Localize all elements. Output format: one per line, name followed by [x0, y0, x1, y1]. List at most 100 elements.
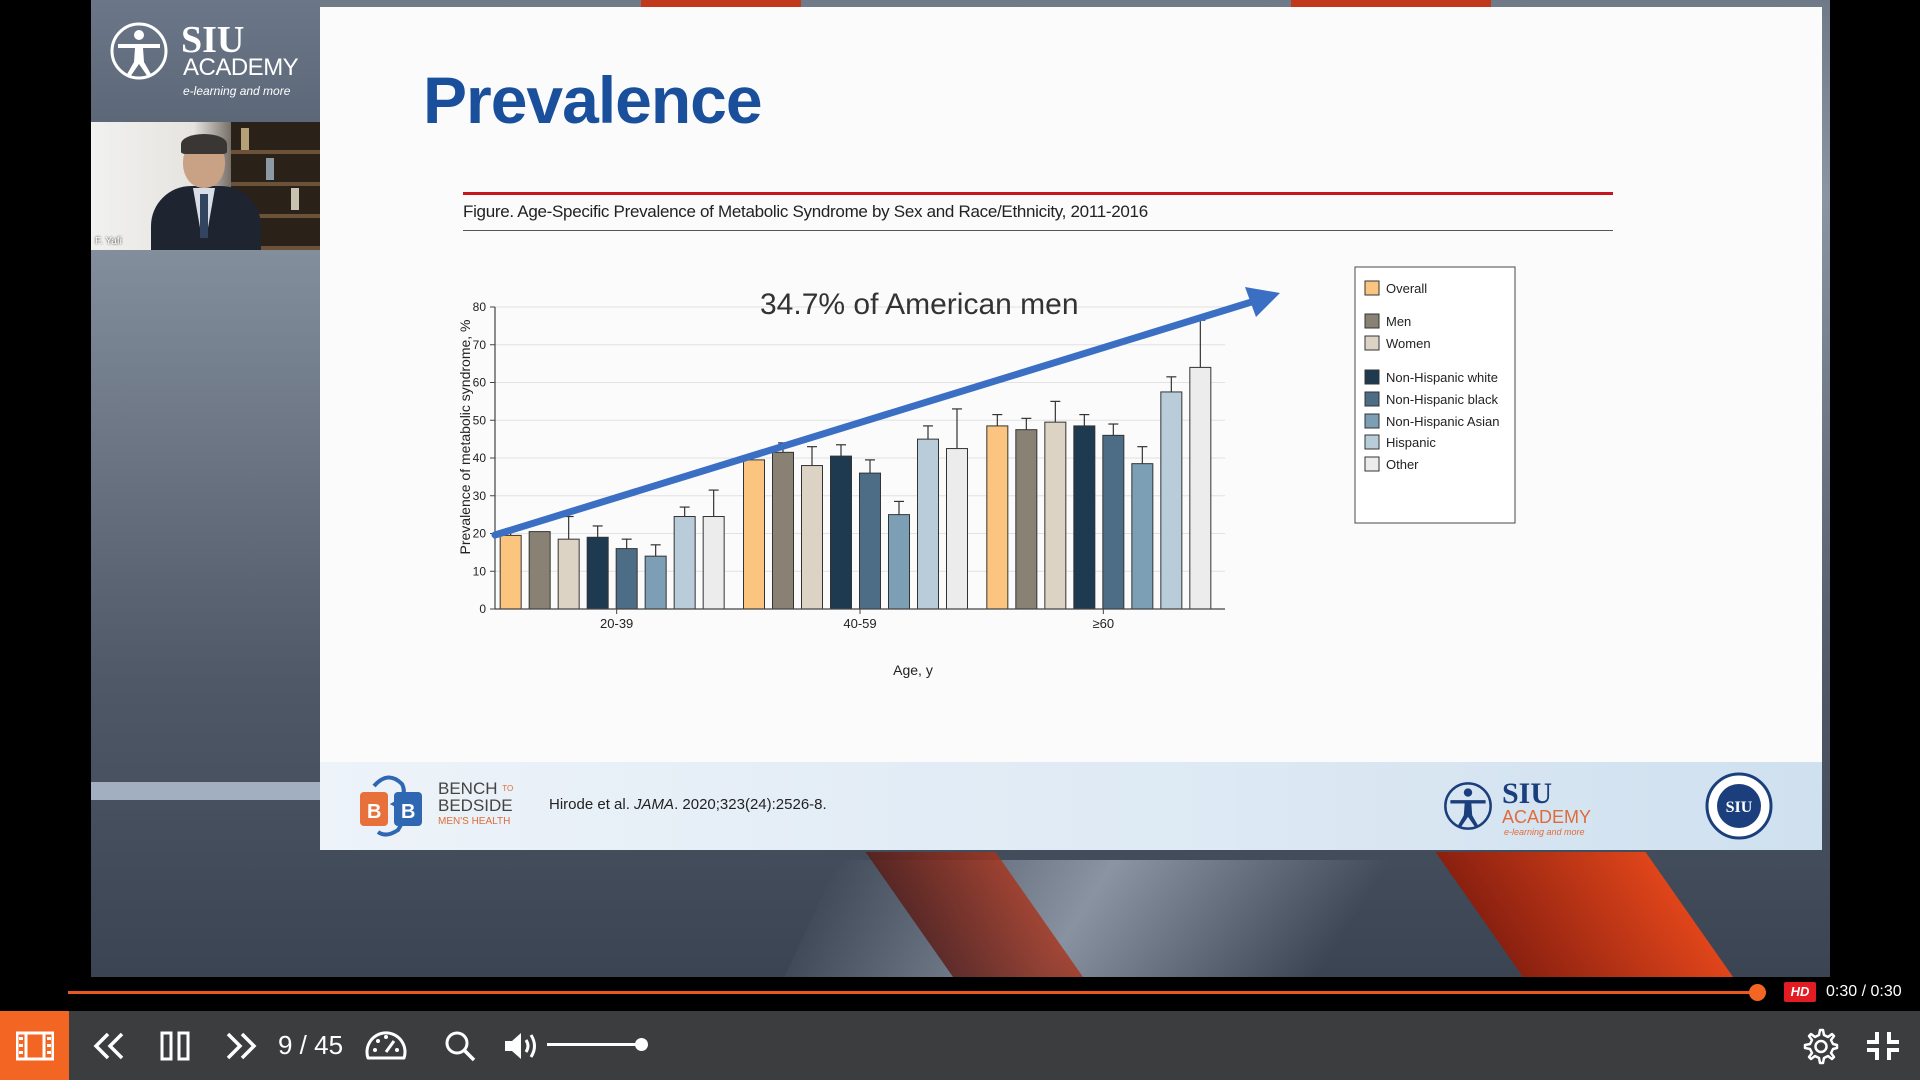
chart-axes: 0 10 20 30 40 50 60 70 80 20-39 40-59 ≥60	[473, 300, 1225, 631]
x-tick-label: 20-39	[600, 616, 633, 631]
bar	[830, 455, 852, 610]
legend-label: Overall	[1386, 281, 1427, 296]
b2b-to: TO	[502, 784, 514, 793]
y-tick-label: 40	[473, 451, 487, 465]
siu-seal-logo: SIU	[1705, 772, 1773, 840]
slide-citation: Hirode et al. JAMA. 2020;323(24):2526-8.	[549, 796, 827, 813]
exit-fullscreen-icon	[1867, 1031, 1899, 1060]
bar	[946, 448, 968, 610]
legend-swatch	[1364, 369, 1380, 385]
bar	[1073, 425, 1096, 610]
y-tick-label: 10	[473, 564, 487, 578]
book	[266, 158, 274, 180]
y-tick-label: 70	[473, 338, 487, 352]
legend-label: Men	[1386, 314, 1411, 329]
citation-journal: JAMA	[634, 796, 675, 813]
legend-swatch	[1364, 313, 1380, 329]
settings-button[interactable]	[1795, 1011, 1845, 1080]
legend-swatch	[1364, 456, 1380, 472]
legend-label: Non-Hispanic white	[1386, 370, 1498, 385]
presenter-webcam: F. Yafi	[91, 122, 320, 250]
y-tick-label: 80	[473, 300, 487, 314]
player-control-bar: 9 / 45	[0, 1011, 1920, 1080]
playback-speed-button[interactable]	[358, 1011, 414, 1080]
b2b-line2: BEDSIDE	[438, 796, 513, 815]
siu-wordmark: SIU	[181, 19, 245, 61]
bar	[986, 425, 1009, 610]
double-chevron-right-icon	[226, 1032, 257, 1059]
pause-button[interactable]	[150, 1011, 200, 1080]
siu-wordmark: SIU	[1502, 777, 1553, 810]
legend-label: Hispanic	[1386, 435, 1436, 450]
exit-fullscreen-button[interactable]	[1858, 1011, 1908, 1080]
next-slide-button[interactable]	[216, 1011, 266, 1080]
presenter-name: F. Yafi	[95, 236, 122, 247]
slides-menu-button[interactable]	[0, 1011, 69, 1080]
volume-handle[interactable]	[635, 1038, 648, 1051]
y-axis-label: Prevalence of metabolic syndrome, %	[457, 320, 473, 555]
time-display: 0:30 / 0:30	[1826, 983, 1902, 1000]
bar	[743, 459, 765, 610]
bar	[1102, 434, 1125, 610]
legend-label: Non-Hispanic Asian	[1386, 414, 1499, 429]
presentation-slide: Prevalence Figure. Age-Specific Prevalen…	[320, 7, 1822, 850]
bar	[615, 548, 638, 610]
legend-swatch	[1364, 280, 1380, 296]
search-icon	[445, 1031, 476, 1061]
book	[241, 128, 249, 150]
pause-icon	[160, 1031, 190, 1060]
bar	[917, 438, 939, 610]
siu-tagline: e-learning and more	[1504, 827, 1585, 837]
bar	[673, 516, 696, 610]
chart-annotation: 34.7% of American men	[760, 288, 1079, 321]
bar	[1160, 391, 1183, 610]
bar	[586, 536, 609, 610]
bar	[888, 514, 910, 610]
trend-arrow	[491, 287, 1280, 539]
bar	[1044, 421, 1067, 610]
footer-siu-academy-logo: SIU ACADEMY e-learning and more	[1442, 776, 1612, 838]
x-tick-label: ≥60	[1093, 616, 1115, 631]
siu-tagline: e-learning and more	[183, 84, 291, 98]
chart-bars	[499, 319, 1212, 610]
academy-wordmark: ACADEMY	[183, 54, 299, 81]
bar	[528, 531, 551, 610]
bar	[859, 472, 881, 610]
legend-label: Non-Hispanic black	[1386, 392, 1498, 407]
background-accent	[1291, 0, 1491, 7]
gear-icon	[1803, 1028, 1839, 1064]
bench-to-bedside-wordmark: BENCH TO BEDSIDE MEN'S HEALTH	[438, 780, 513, 827]
svg-text:B: B	[401, 801, 415, 823]
slide-counter: 9 / 45	[278, 1030, 344, 1060]
slide-title: Prevalence	[423, 63, 763, 137]
bar	[1131, 463, 1154, 610]
x-axis-label: Age, y	[893, 662, 933, 678]
b2b-line1: BENCH	[438, 779, 498, 798]
bar	[1015, 429, 1038, 610]
hd-quality-badge[interactable]: HD	[1784, 982, 1816, 1002]
progress-handle[interactable]	[1749, 984, 1766, 1001]
legend-label: Other	[1386, 457, 1419, 472]
y-tick-label: 20	[473, 527, 487, 541]
prevalence-bar-chart: 0 10 20 30 40 50 60 70 80 20-39 40-59 ≥60 Prevalenc…	[457, 266, 1516, 678]
double-chevron-left-icon	[93, 1032, 124, 1059]
speaker-icon	[505, 1032, 536, 1059]
legend-frame	[1354, 266, 1516, 524]
progress-bar[interactable]	[68, 991, 1758, 994]
film-strip-icon	[15, 1031, 54, 1060]
book	[291, 188, 299, 210]
background-accent	[641, 0, 801, 7]
vitruvian-man-icon	[110, 22, 168, 80]
volume-button[interactable]	[497, 1011, 547, 1080]
legend-swatch	[1364, 413, 1380, 429]
bar	[772, 451, 794, 610]
previous-slide-button[interactable]	[84, 1011, 134, 1080]
y-tick-label: 0	[479, 602, 486, 616]
bar	[1189, 366, 1212, 610]
volume-slider[interactable]	[547, 1043, 642, 1046]
legend-swatch	[1364, 391, 1380, 407]
y-tick-label: 50	[473, 413, 487, 427]
bar	[499, 534, 522, 610]
speedometer-icon	[365, 1030, 407, 1059]
search-button[interactable]	[435, 1011, 485, 1080]
